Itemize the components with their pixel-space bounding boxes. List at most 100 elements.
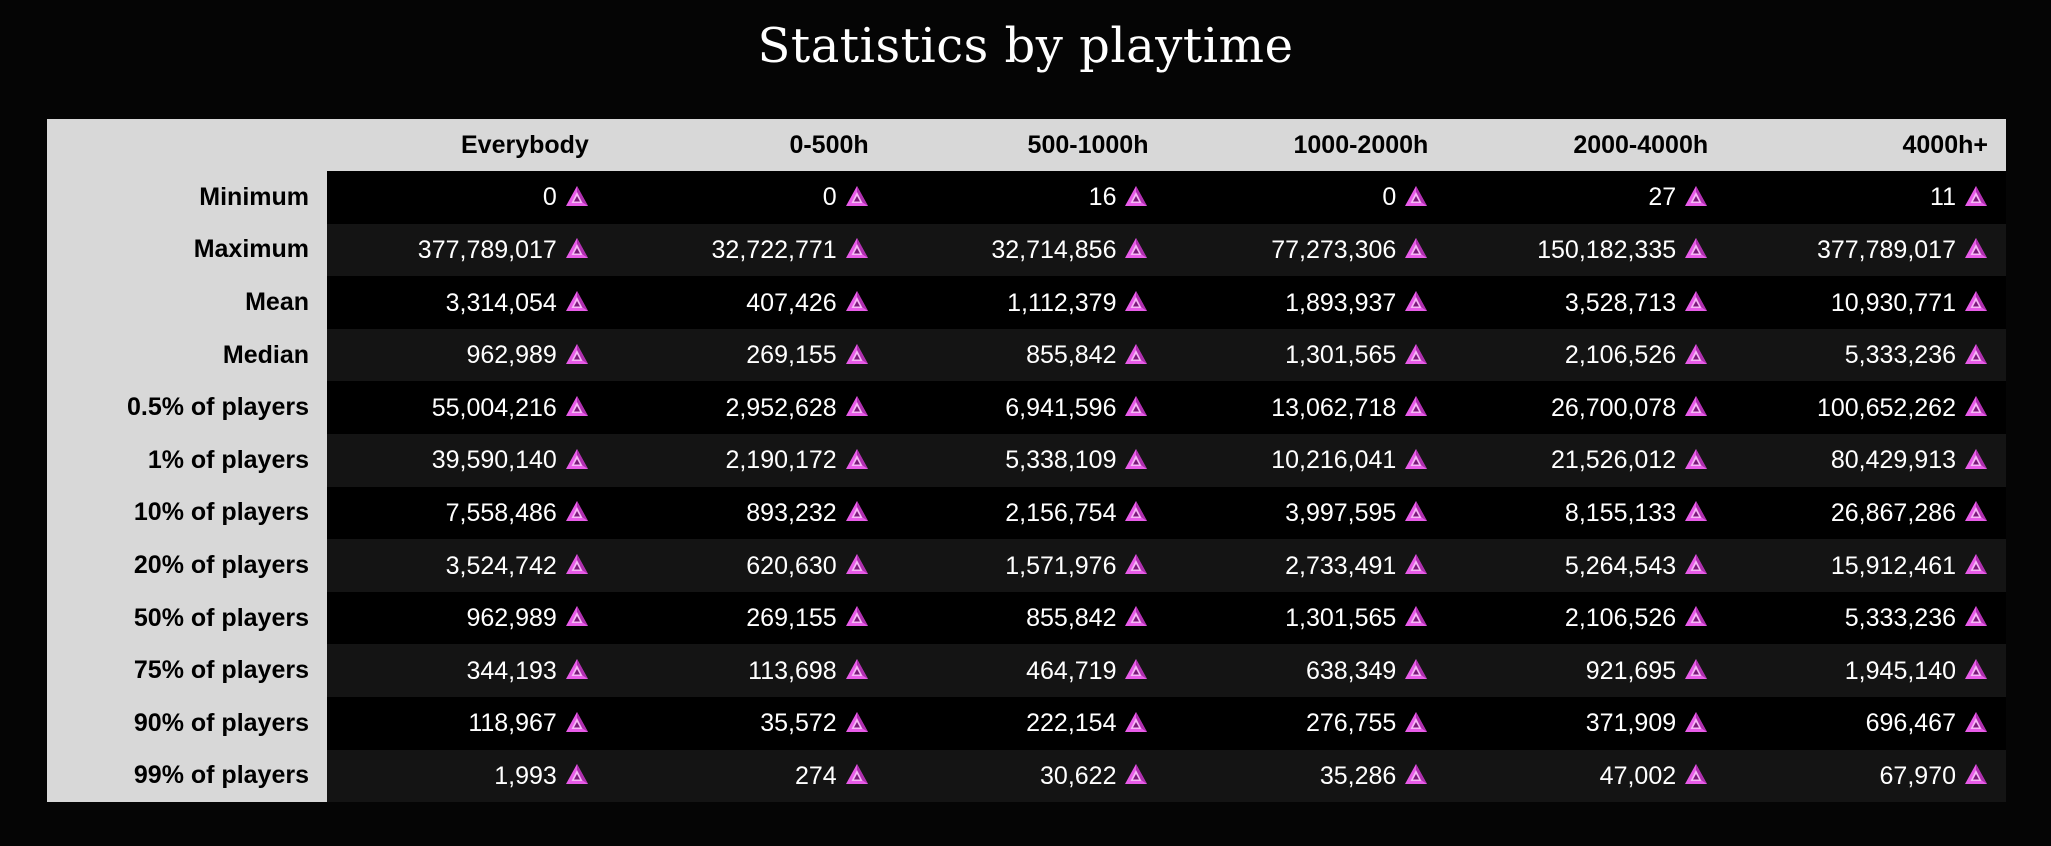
table-cell: 7,558,486 (327, 486, 607, 540)
cell-value: 0 (822, 183, 837, 212)
pink-triangle-currency-icon (1685, 501, 1708, 522)
table-cell: 855,842 (886, 591, 1167, 645)
pink-triangle-currency-icon (1685, 448, 1708, 469)
pink-triangle-currency-icon (565, 290, 588, 311)
pink-triangle-currency-icon (1405, 764, 1428, 785)
pink-triangle-currency-icon (565, 448, 588, 469)
cell-value: 1,112,379 (1007, 288, 1117, 317)
cell-value: 5,333,236 (1844, 341, 1956, 370)
cell-value: 8,155,133 (1564, 498, 1677, 527)
table-cell: 26,867,286 (1726, 486, 2006, 540)
pink-triangle-currency-icon (1125, 711, 1148, 732)
cell-value: 222,154 (1026, 709, 1117, 738)
cell-value: 13,062,718 (1271, 393, 1397, 422)
cell-value: 30,622 (1040, 761, 1117, 790)
cell-value: 2,190,172 (725, 446, 837, 475)
pink-triangle-currency-icon (1125, 553, 1148, 574)
cell-value: 67,970 (1879, 761, 1956, 790)
cell-value: 10,930,771 (1830, 288, 1956, 317)
cell-value: 2,733,491 (1285, 551, 1397, 580)
cell-value: 26,867,286 (1830, 498, 1956, 527)
cell-value: 276,755 (1305, 709, 1397, 738)
column-header: 500-1000h (886, 119, 1167, 171)
cell-value: 16 (1088, 183, 1117, 212)
table-cell: 274 (606, 749, 887, 803)
cell-value: 1,993 (494, 761, 557, 790)
table-cell: 5,338,109 (886, 433, 1167, 487)
table-cell: 26,700,078 (1446, 381, 1727, 434)
pink-triangle-currency-icon (1965, 185, 1987, 206)
table-cell: 371,909 (1446, 696, 1727, 750)
table-cell: 2,190,172 (606, 433, 887, 487)
cell-value: 407,426 (746, 288, 837, 317)
table-row: 75% of players 344,193 113,698 464,719 638,3… (47, 644, 2006, 697)
table-cell: 638,349 (1166, 644, 1447, 697)
cell-value: 2,156,754 (1005, 498, 1117, 527)
table-cell: 77,273,306 (1166, 223, 1447, 277)
pink-triangle-currency-icon (1405, 448, 1428, 469)
table-row: Minimum 0 0 16 0 27 11 (47, 171, 2006, 224)
pink-triangle-currency-icon (1685, 553, 1708, 574)
table-cell: 2,952,628 (606, 381, 887, 434)
table-cell: 113,698 (606, 644, 887, 697)
cell-value: 150,182,335 (1537, 235, 1677, 264)
table-cell: 0 (606, 171, 887, 224)
table-cell: 696,467 (1726, 696, 2006, 750)
pink-triangle-currency-icon (1965, 764, 1987, 785)
cell-value: 1,301,565 (1285, 341, 1397, 370)
row-header: 10% of players (47, 486, 327, 540)
column-header: 0-500h (606, 119, 887, 171)
cell-value: 269,155 (746, 341, 837, 370)
pink-triangle-currency-icon (565, 343, 588, 364)
pink-triangle-currency-icon (1965, 448, 1987, 469)
table-cell: 47,002 (1446, 749, 1727, 803)
pink-triangle-currency-icon (1405, 238, 1428, 259)
cell-value: 3,997,595 (1285, 498, 1397, 527)
table-cell: 8,155,133 (1446, 486, 1727, 540)
pink-triangle-currency-icon (1405, 396, 1428, 417)
pink-triangle-currency-icon (1125, 606, 1148, 627)
pink-triangle-currency-icon (1685, 343, 1708, 364)
cell-value: 5,333,236 (1844, 603, 1956, 632)
cell-value: 1,301,565 (1285, 603, 1397, 632)
cell-value: 696,467 (1865, 709, 1956, 738)
cell-value: 855,842 (1026, 341, 1117, 370)
cell-value: 2,106,526 (1564, 341, 1677, 370)
column-header: 4000h+ (1726, 119, 2006, 171)
row-header: Minimum (47, 171, 327, 224)
pink-triangle-currency-icon (1125, 238, 1148, 259)
cell-value: 3,314,054 (445, 288, 557, 317)
table-cell: 118,967 (327, 696, 607, 750)
pink-triangle-currency-icon (1405, 290, 1428, 311)
table-cell: 6,941,596 (886, 381, 1167, 434)
pink-triangle-currency-icon (565, 553, 588, 574)
row-header: 90% of players (47, 696, 327, 750)
row-header: 0.5% of players (47, 381, 327, 434)
pink-triangle-currency-icon (1405, 711, 1428, 732)
table-cell: 2,733,491 (1166, 539, 1447, 592)
table-cell: 55,004,216 (327, 381, 607, 434)
row-header: 1% of players (47, 433, 327, 487)
cell-value: 0 (542, 183, 557, 212)
cell-value: 344,193 (466, 656, 557, 685)
pink-triangle-currency-icon (1405, 185, 1428, 206)
cell-value: 100,652,262 (1816, 393, 1956, 422)
cell-value: 1,945,140 (1844, 656, 1956, 685)
statistics-table: Everybody 0-500h 500-1000h 1000-2000h 20… (47, 119, 2006, 803)
table-row: Median 962,989 269,155 855,842 1,301,565 2,10… (47, 328, 2006, 382)
table-cell: 13,062,718 (1166, 381, 1447, 434)
cell-value: 1,893,937 (1285, 288, 1397, 317)
pink-triangle-currency-icon (565, 606, 588, 627)
pink-triangle-currency-icon (1125, 501, 1148, 522)
table-cell: 5,333,236 (1726, 328, 2006, 382)
cell-value: 27 (1648, 183, 1677, 212)
cell-value: 5,264,543 (1564, 551, 1677, 580)
table-cell: 222,154 (886, 696, 1167, 750)
table-cell: 962,989 (327, 591, 607, 645)
cell-value: 962,989 (466, 603, 557, 632)
cell-value: 2,952,628 (725, 393, 837, 422)
pink-triangle-currency-icon (565, 185, 588, 206)
table-cell: 150,182,335 (1446, 223, 1727, 277)
cell-value: 893,232 (746, 498, 837, 527)
